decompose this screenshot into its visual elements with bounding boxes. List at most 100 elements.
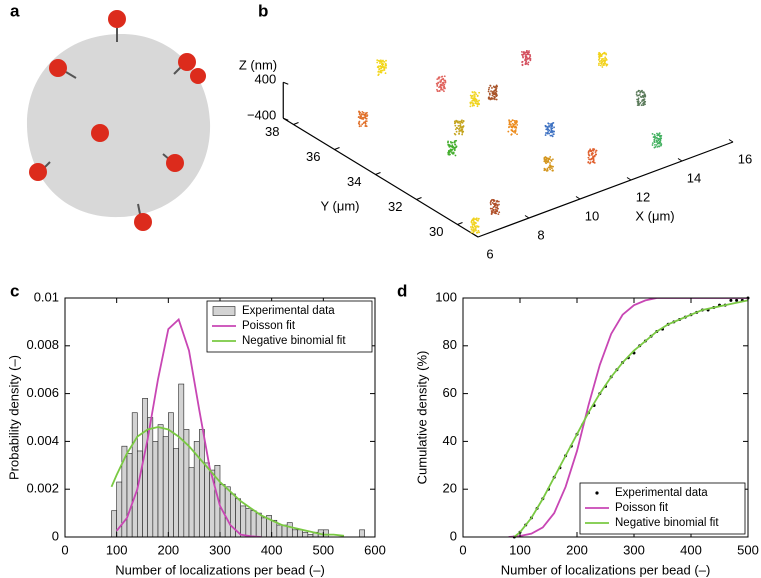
localization [378,68,381,70]
panel-label: c [10,281,19,300]
localization [364,116,367,119]
histogram-bar [204,462,210,538]
localization [491,94,494,97]
localization [636,98,638,101]
localization [474,221,477,224]
localization [493,199,496,202]
localization [473,221,476,224]
localization [475,218,478,221]
localization [357,122,360,125]
localization [653,136,656,139]
localization [516,124,519,126]
localization [587,156,590,159]
localization [461,131,464,134]
histogram-bar [157,424,164,538]
bead-diagram [26,10,211,231]
plot-frame [462,297,749,538]
localization [473,225,476,228]
localization [454,122,456,125]
localization [469,94,472,97]
x-tick-label: 12 [636,189,650,204]
x-tick [575,196,581,200]
y-tick-label: 0 [52,528,59,543]
localization [637,102,639,105]
localization [657,139,660,142]
localization [598,60,601,63]
localization [460,129,463,132]
x-axis [477,141,734,238]
cluster [469,91,481,108]
localization [376,61,379,64]
localization [380,71,383,74]
localization [441,75,444,78]
localization [592,155,595,158]
localization [520,50,523,53]
localization [454,128,457,131]
histogram-bar [250,510,257,538]
localization [477,100,479,103]
localization [382,63,385,66]
localization [442,77,445,80]
histogram-bar [173,448,179,538]
cluster [544,121,555,138]
localization [469,101,472,104]
localization [442,81,445,84]
localization [602,64,604,67]
localization [440,86,442,89]
localization [471,219,474,222]
cluster [487,84,499,101]
localization [601,66,604,68]
x-axis-label: Number of localizations per bead (–) [501,562,711,577]
localization [643,100,646,103]
localization [380,63,383,66]
localization [604,56,607,59]
histogram-bar [131,412,138,538]
y-tick-label: 0.008 [26,337,59,352]
localization [551,158,554,161]
localization [550,123,553,126]
localization [524,59,527,62]
localization [601,61,603,64]
localization [544,125,547,128]
localization [474,97,477,100]
histogram-bar [323,529,329,538]
localization [462,119,465,122]
histogram-bar [240,505,247,538]
localization [588,162,591,165]
localization [494,204,497,207]
localization [471,91,474,93]
localization [527,63,530,66]
localization [472,231,475,234]
localization [508,119,510,122]
localization [459,124,462,126]
localization [514,130,517,133]
localization [658,132,661,135]
histogram-bar [142,398,148,538]
localization [444,81,447,84]
localization [660,144,662,147]
cluster [587,148,598,165]
localization [495,90,498,93]
y-tick-label: 60 [443,385,457,400]
localization [653,141,656,144]
histogram-bar [276,524,283,538]
cluster [489,198,501,215]
y-tick-label: 0.01 [34,289,59,304]
localization [546,168,549,171]
x-tick-label: 300 [623,542,645,557]
localization [495,95,498,98]
localization [594,151,597,154]
localization [436,90,439,93]
panel-label: b [258,1,268,20]
localization [471,225,474,228]
y-tick-label: 100 [435,289,457,304]
localization [598,64,600,66]
localization [526,57,529,60]
localization [382,66,385,68]
fit-line [508,298,748,537]
localization [379,64,382,67]
localization [470,101,473,104]
localization [458,128,460,131]
localization [438,76,441,79]
localization [526,50,528,52]
